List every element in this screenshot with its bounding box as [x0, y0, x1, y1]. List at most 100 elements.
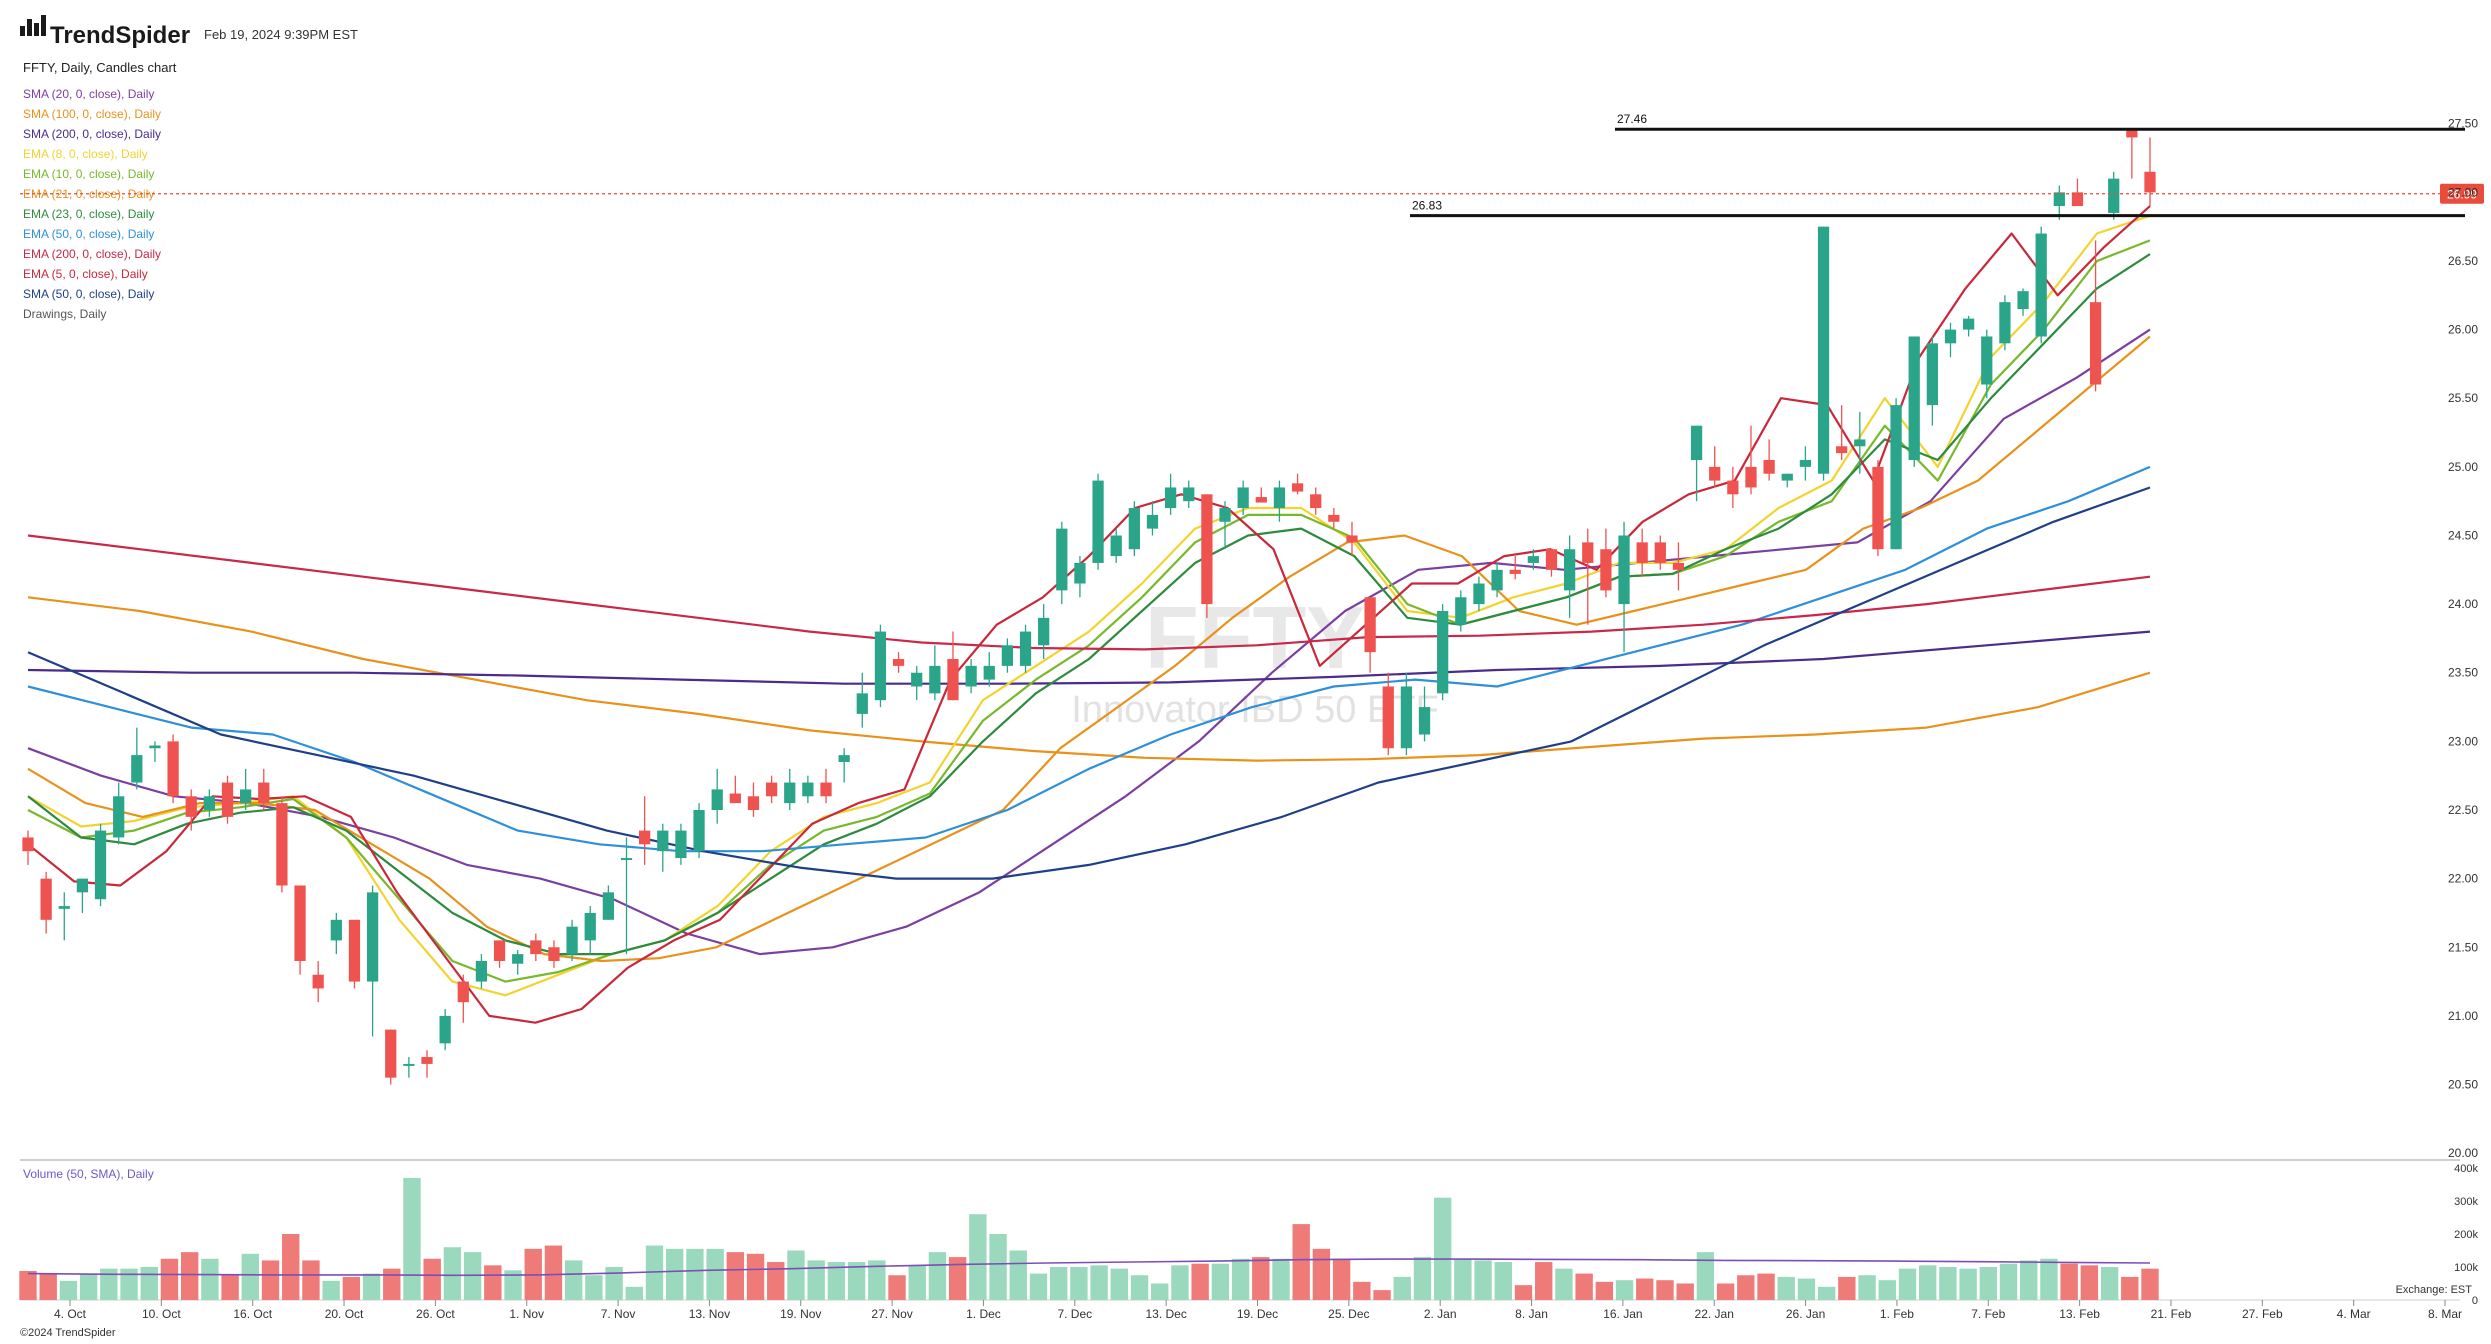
candle[interactable] — [765, 775, 778, 804]
candle[interactable] — [1346, 521, 1358, 557]
candle[interactable] — [1164, 473, 1177, 515]
candle[interactable] — [1509, 556, 1521, 580]
candle[interactable] — [584, 906, 596, 955]
candle[interactable] — [802, 775, 814, 804]
candle[interactable] — [1781, 473, 1793, 488]
legend-item[interactable]: EMA (200, 0, close), Daily — [23, 247, 161, 261]
candle[interactable] — [1908, 336, 1920, 467]
candle[interactable] — [2126, 130, 2138, 179]
candle[interactable] — [1183, 480, 1195, 509]
candle[interactable] — [258, 768, 270, 810]
candle[interactable] — [203, 789, 215, 817]
candle[interactable] — [874, 624, 887, 708]
candle[interactable] — [439, 1009, 451, 1051]
candle[interactable] — [2089, 240, 2102, 392]
candle[interactable] — [1491, 562, 1503, 598]
candle[interactable] — [1854, 411, 1866, 474]
candle[interactable] — [2071, 178, 2084, 207]
candle[interactable] — [693, 803, 705, 859]
candle[interactable] — [1237, 480, 1249, 515]
candle[interactable] — [711, 768, 723, 824]
candle[interactable] — [1291, 473, 1304, 495]
candle[interactable] — [1545, 549, 1558, 577]
candle[interactable] — [1328, 508, 1340, 529]
candle[interactable] — [1110, 528, 1122, 563]
candle[interactable] — [76, 878, 89, 913]
candle[interactable] — [58, 892, 70, 941]
candle[interactable] — [838, 748, 850, 783]
candle[interactable] — [1128, 501, 1140, 557]
legend-item[interactable]: EMA (10, 0, close), Daily — [23, 167, 154, 181]
candle[interactable] — [1944, 322, 1957, 358]
candle[interactable] — [221, 775, 234, 824]
legend-item[interactable]: SMA (50, 0, close), Daily — [23, 287, 154, 301]
candle[interactable] — [167, 734, 179, 804]
candle[interactable] — [493, 940, 506, 968]
candle[interactable] — [1527, 549, 1539, 570]
candle[interactable] — [530, 933, 542, 961]
candle[interactable] — [1473, 576, 1485, 611]
legend-item[interactable]: SMA (100, 0, close), Daily — [23, 107, 161, 121]
candle[interactable] — [1836, 405, 1848, 460]
candle[interactable] — [1382, 672, 1394, 756]
candle[interactable] — [1745, 425, 1757, 495]
legend-item[interactable]: EMA (5, 0, close), Daily — [23, 267, 148, 281]
volume-axis[interactable]: 400k 300k 200k 100k 0 — [2454, 1163, 2478, 1307]
candle[interactable] — [566, 919, 578, 961]
candle[interactable] — [1618, 521, 1630, 653]
candle[interactable] — [1582, 528, 1594, 625]
candle[interactable] — [312, 960, 324, 1003]
candle[interactable] — [675, 823, 687, 865]
candle[interactable] — [1672, 542, 1685, 591]
candle[interactable] — [294, 885, 306, 975]
candle[interactable] — [820, 768, 832, 804]
candle[interactable] — [2144, 137, 2156, 207]
candle[interactable] — [366, 885, 379, 1037]
trendspider-logo[interactable]: TrendSpider — [20, 15, 190, 49]
candle[interactable] — [113, 782, 125, 845]
candle[interactable] — [1255, 487, 1267, 503]
candle[interactable] — [1999, 295, 2011, 351]
horizontal-lines[interactable]: 27.46 26.83 26.99 — [20, 112, 2484, 218]
candle[interactable] — [1709, 446, 1721, 488]
candle[interactable] — [729, 775, 741, 804]
candle[interactable] — [512, 950, 524, 975]
candle[interactable] — [1437, 604, 1449, 701]
candle[interactable] — [1146, 501, 1159, 536]
candle[interactable] — [1273, 480, 1286, 522]
candle[interactable] — [1890, 398, 1902, 550]
legend-item[interactable]: SMA (200, 0, close), Daily — [23, 127, 161, 141]
candle[interactable] — [856, 672, 868, 728]
candle[interactable] — [22, 830, 34, 865]
legend-item[interactable]: Drawings, Daily — [23, 307, 106, 321]
candle[interactable] — [602, 885, 614, 920]
candle[interactable] — [1872, 460, 1884, 557]
candle[interactable] — [2035, 226, 2047, 344]
candle[interactable] — [1219, 501, 1231, 550]
candle[interactable] — [1926, 336, 1938, 426]
candle[interactable] — [1092, 473, 1104, 570]
candle[interactable] — [1600, 528, 1612, 598]
candle[interactable] — [947, 631, 959, 701]
candle[interactable] — [1201, 494, 1213, 618]
candle[interactable] — [1817, 226, 1830, 481]
candle[interactable] — [1310, 487, 1322, 515]
candle[interactable] — [1038, 604, 1050, 660]
candle[interactable] — [1763, 439, 1775, 481]
candle[interactable] — [276, 796, 288, 893]
candle[interactable] — [403, 1057, 415, 1078]
candle[interactable] — [1963, 315, 1975, 337]
candle[interactable] — [1001, 638, 1014, 673]
legend-item[interactable]: EMA (23, 0, close), Daily — [23, 207, 154, 221]
candle[interactable] — [1019, 624, 1032, 673]
candle[interactable] — [1056, 521, 1068, 605]
candle[interactable] — [1799, 446, 1812, 481]
candle[interactable] — [475, 954, 488, 989]
candle[interactable] — [1364, 597, 1376, 673]
candle[interactable] — [639, 796, 651, 865]
time-axis[interactable]: 4. Oct 10. Oct 16. Oct 20. Oct 26. Oct 1. Nov… — [54, 1300, 2462, 1321]
candle[interactable] — [330, 912, 342, 955]
candle[interactable] — [240, 768, 252, 810]
candle[interactable] — [94, 823, 107, 907]
candle[interactable] — [348, 919, 361, 989]
